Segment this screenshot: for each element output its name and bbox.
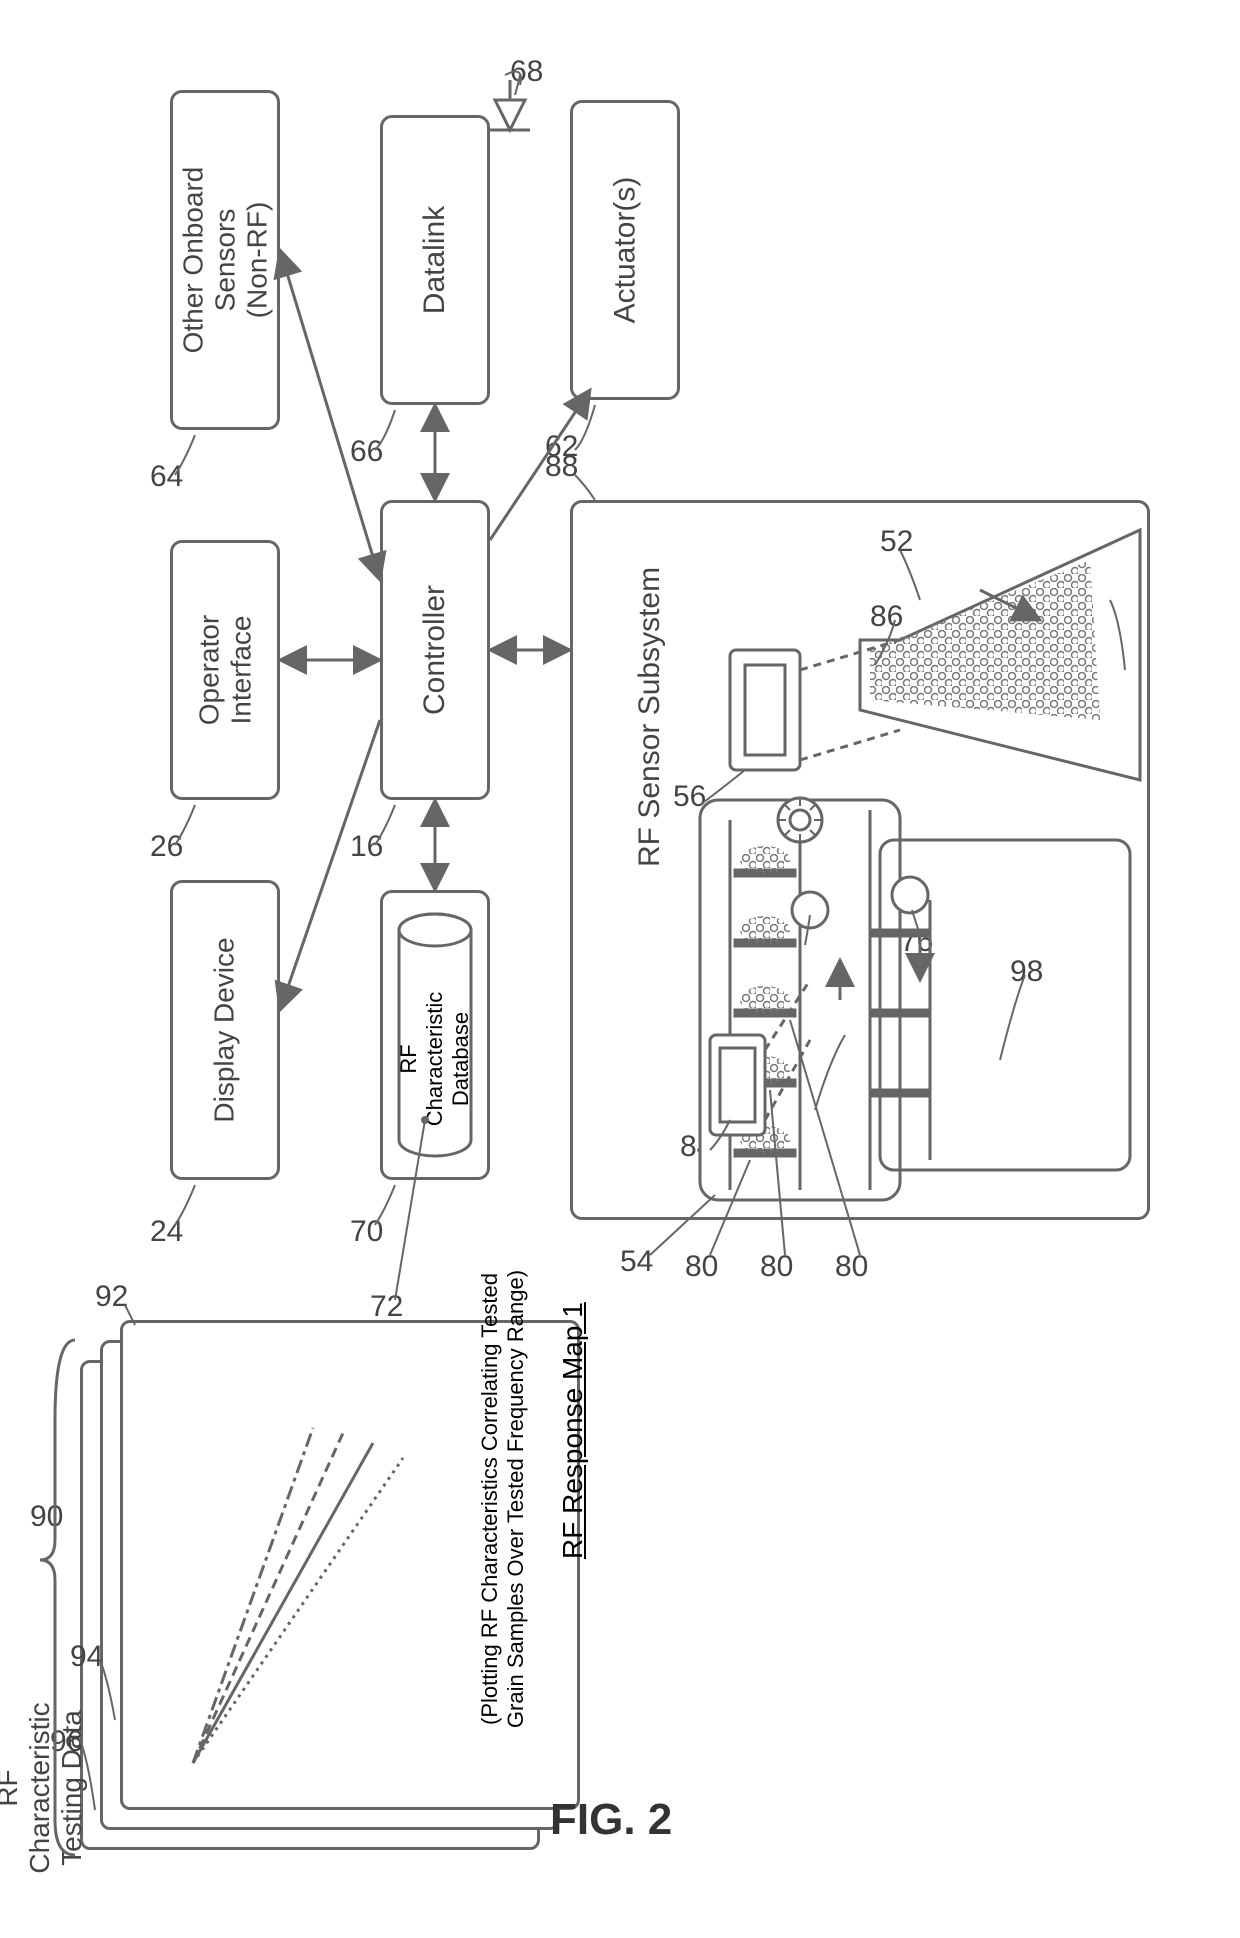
- ref-54: 54: [620, 1245, 653, 1279]
- ref-92: 92: [95, 1280, 128, 1314]
- rf-database-cylinder: RFCharacteristicDatabase: [395, 910, 475, 1160]
- ref-64: 64: [150, 460, 183, 494]
- ref-72: 72: [370, 1290, 403, 1324]
- ref-70: 70: [350, 1215, 383, 1249]
- map-subtitle: (Plotting RF Characteristics Correlating…: [477, 1269, 529, 1729]
- ref-52: 52: [880, 525, 913, 559]
- operator-interface-label: OperatorInterface: [193, 615, 257, 726]
- ref-78a: 78: [760, 680, 794, 713]
- datalink-label: Datalink: [418, 206, 452, 314]
- ref-56: 56: [673, 780, 706, 814]
- ref-24: 24: [150, 1215, 183, 1249]
- ref-66: 66: [350, 435, 383, 469]
- brace-label: RFCharacteristicTesting Data: [0, 1638, 88, 1938]
- ref-76a: 76: [900, 925, 933, 959]
- ref-26: 26: [150, 830, 183, 864]
- ref-90: 90: [30, 1500, 63, 1534]
- datalink-box: Datalink: [380, 115, 490, 405]
- display-device-label: Display Device: [209, 937, 241, 1122]
- other-sensors-label: Other OnboardSensors(Non-RF): [177, 167, 273, 354]
- rf-subsystem-label: RF Sensor Subsystem: [633, 567, 667, 867]
- ref-84: 84: [680, 1130, 713, 1164]
- actuators-box: Actuator(s): [570, 100, 680, 400]
- operator-interface-box: OperatorInterface: [170, 540, 280, 800]
- ref-16: 16: [350, 830, 383, 864]
- map-card-front: RF Response Map 1 (Plotting RF Character…: [120, 1320, 580, 1810]
- ref-80c: 80: [835, 1250, 868, 1284]
- ref-76b: 76: [780, 930, 813, 964]
- controller-label: Controller: [418, 585, 452, 715]
- ref-82: 82: [1095, 570, 1128, 604]
- map-chart-lines: [153, 1403, 433, 1783]
- ref-78b: 78: [740, 1080, 774, 1113]
- display-device-box: Display Device: [170, 880, 280, 1180]
- rf-database-label: RFCharacteristicDatabase: [396, 959, 474, 1159]
- actuators-label: Actuator(s): [608, 177, 642, 324]
- ref-88: 88: [545, 450, 578, 484]
- controller-box: Controller: [380, 500, 490, 800]
- figure-label: FIG. 2: [550, 1795, 672, 1845]
- map-title: RF Response Map 1: [557, 1179, 589, 1559]
- ref-74: 74: [825, 1020, 858, 1054]
- ref-68: 68: [510, 55, 543, 89]
- ref-80: 80: [685, 1250, 718, 1284]
- ref-86: 86: [870, 600, 903, 634]
- ref-80b: 80: [760, 1250, 793, 1284]
- other-sensors-box: Other OnboardSensors(Non-RF): [170, 90, 280, 430]
- ref-98: 98: [1010, 955, 1043, 989]
